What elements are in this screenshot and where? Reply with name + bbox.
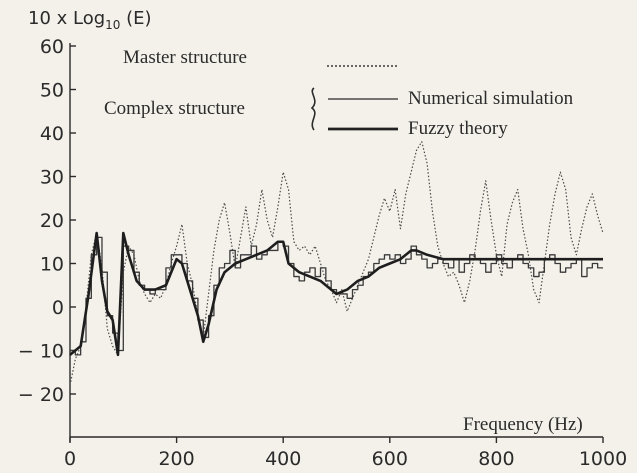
series-layer [69,141,604,386]
x-tick-label: 200 [158,448,194,470]
y-tick-label: 60 [40,36,64,58]
x-tick-label: 600 [372,448,408,470]
legend: Master structure Complex structure Numer… [104,47,574,139]
x-ticks: 0 200 400 600 800 1000 [64,437,627,470]
y-tick-label: 40 [40,123,64,145]
y-tick-label: − 10 [18,341,64,363]
series-fuzzy-theory [69,231,603,357]
y-tick-label: − 20 [18,384,64,406]
y-tick-label: 20 [40,210,64,232]
y-tick-label: 0 [52,297,64,319]
x-tick-label: 1000 [579,448,627,470]
series-master-structure [69,141,604,386]
legend-complex-label: Complex structure [104,98,245,119]
legend-fuzzy-label: Fuzzy theory [408,118,508,139]
legend-brace-icon [310,87,316,131]
x-tick-label: 800 [478,448,514,470]
y-ticks: 60 50 40 30 20 10 0 − 10 − 20 [18,36,76,406]
y-axis-title-suffix: (E) [120,8,151,29]
series-numerical-simulation [70,236,603,356]
y-axis-title-main: 10 x Log [28,8,105,29]
y-axis-title-subscript: 10 [105,18,120,32]
y-axis-title: 10 x Log10 (E) [28,8,152,32]
x-tick-label: 0 [64,448,76,470]
y-tick-label: 50 [40,80,64,102]
legend-numerical-label: Numerical simulation [408,88,574,109]
y-tick-label: 30 [40,167,64,189]
x-axis-title: Frequency (Hz) [463,414,583,435]
y-tick-label: 10 [40,254,64,276]
legend-master-label: Master structure [123,47,247,68]
x-tick-label: 400 [265,448,301,470]
